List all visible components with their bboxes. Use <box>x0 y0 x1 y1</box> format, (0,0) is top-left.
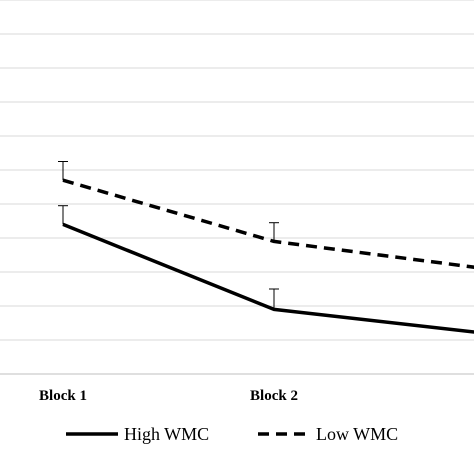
series-lines <box>62 178 474 334</box>
series-line-low-wmc <box>62 178 474 269</box>
series-line-high-wmc <box>62 222 474 334</box>
x-tick-label: Block 2 <box>250 388 298 404</box>
legend-label-high-wmc: High WMC <box>124 424 209 444</box>
legend: High WMC Low WMC <box>66 424 398 444</box>
gridlines <box>0 0 474 341</box>
legend-label-low-wmc: Low WMC <box>316 424 398 444</box>
x-tick-label: Block 1 <box>39 388 87 404</box>
error-bars <box>58 161 279 310</box>
